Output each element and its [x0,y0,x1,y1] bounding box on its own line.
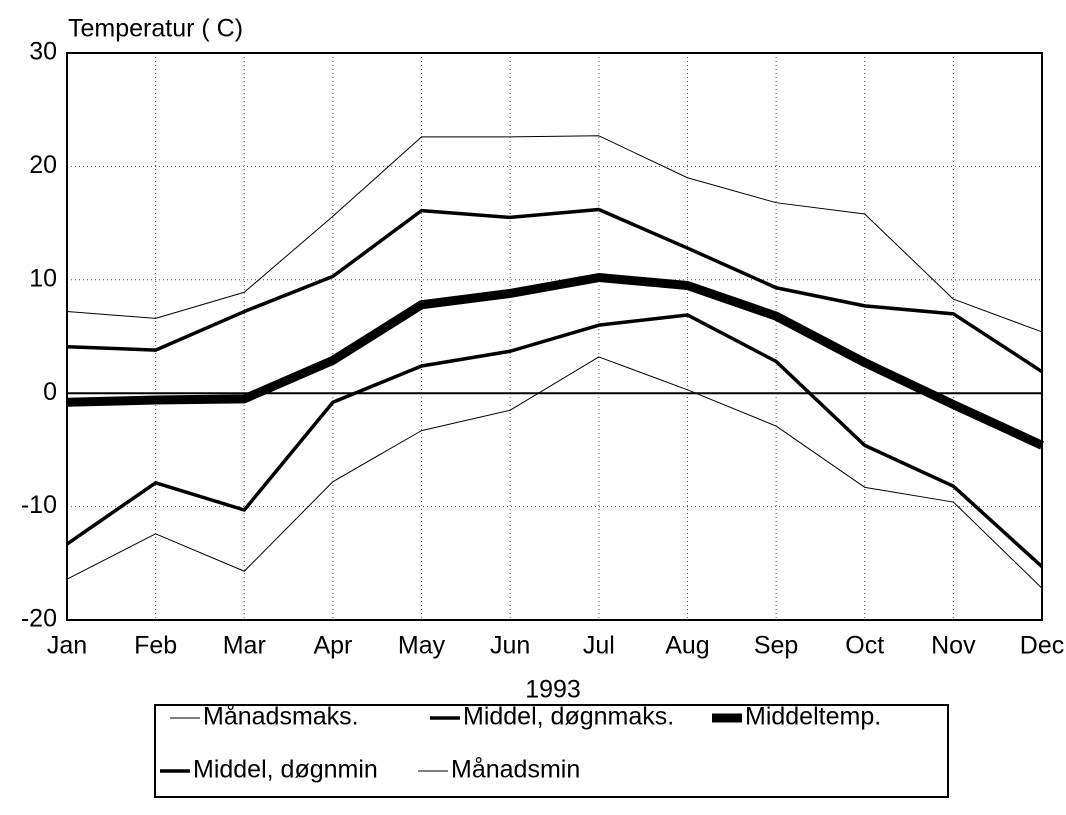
y-tick-label: -20 [21,605,57,633]
y-tick-label: -10 [21,491,57,519]
legend-label: Månadsmaks. [203,703,359,731]
plot-frame [66,52,1043,621]
x-tick-label: Aug [665,632,709,660]
series-line [66,356,1043,589]
y-tick-label: 10 [29,264,57,292]
x-tick-label: Apr [313,632,352,660]
x-axis-title: 1993 [525,676,581,704]
legend-label: Månadsmin [451,756,580,784]
legend-box [154,704,949,798]
x-tick-label: Sep [754,632,798,660]
y-tick-label: 20 [29,151,57,179]
x-tick-label: May [398,632,446,660]
x-tick-label: Dec [1020,632,1064,660]
x-tick-label: Oct [845,632,884,660]
x-tick-label: Nov [931,632,976,660]
legend-label: Middel, døgnmaks. [463,703,674,731]
legend-label: Middel, døgnmin [193,756,378,784]
legend-label: Middeltemp. [745,703,881,731]
x-tick-label: Jan [47,632,87,660]
y-axis-title: Temperatur ( C) [68,15,243,43]
x-tick-label: Mar [223,632,266,660]
y-tick-label: 0 [43,378,57,406]
x-tick-label: Feb [134,632,177,660]
y-tick-label: 30 [29,38,57,66]
series-line [66,135,1043,333]
series-line [66,313,1044,568]
x-tick-label: Jun [490,632,530,660]
x-tick-label: Jul [583,632,615,660]
series-line [66,207,1043,374]
series-line [66,273,1044,450]
